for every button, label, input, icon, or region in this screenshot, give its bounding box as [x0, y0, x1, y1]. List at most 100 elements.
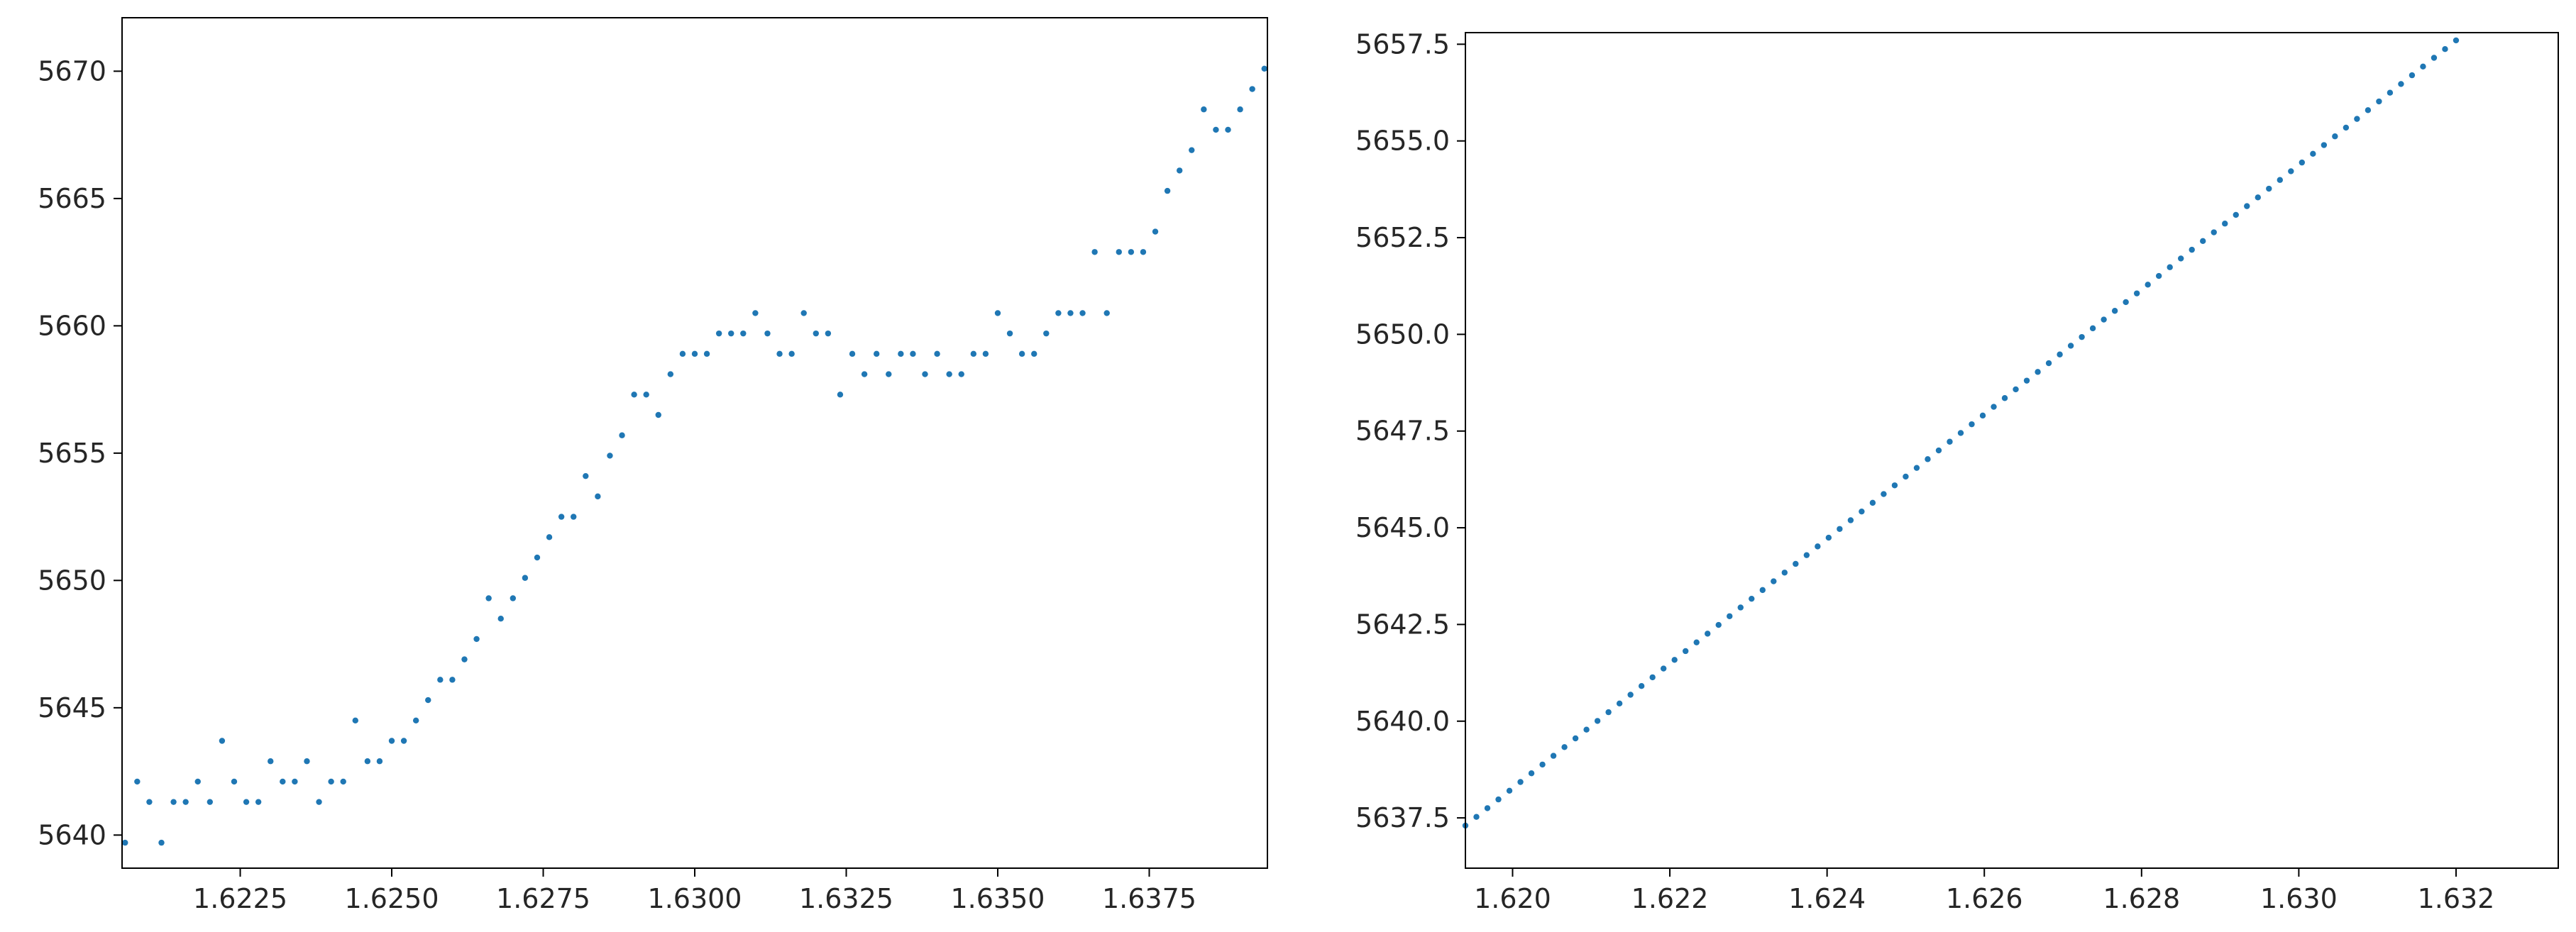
right-data-point — [2431, 55, 2438, 61]
right-data-point — [1881, 491, 1887, 497]
left-data-point — [898, 350, 904, 357]
right-data-point — [1957, 430, 1964, 436]
right-data-point — [1793, 560, 1799, 567]
right-data-point — [2079, 333, 2085, 340]
left-data-point — [207, 799, 214, 805]
left-data-point — [473, 636, 480, 643]
right-data-point — [1771, 578, 1777, 584]
right-x-tick-label: 1.632 — [2418, 883, 2495, 914]
right-data-point — [2111, 308, 2118, 314]
left-x-tick-label: 1.6375 — [1102, 883, 1196, 914]
left-data-point — [595, 493, 601, 500]
right-data-point — [2222, 221, 2228, 227]
right-data-point — [2189, 246, 2195, 253]
right-data-point — [1847, 517, 1854, 523]
left-data-point — [1261, 65, 1267, 72]
right-data-point — [1979, 412, 1986, 419]
left-data-point — [340, 778, 346, 785]
right-data-point — [1913, 465, 1920, 471]
left-data-point — [510, 595, 517, 601]
left-axes-frame — [121, 17, 1268, 869]
right-data-point — [1539, 761, 1546, 768]
right-y-tick-label: 5647.5 — [1355, 416, 1450, 447]
left-data-point — [922, 371, 928, 377]
right-data-point — [2255, 194, 2261, 201]
right-data-point — [2310, 150, 2316, 157]
right-data-point — [1660, 665, 1667, 672]
left-y-tick-label: 5660 — [38, 310, 106, 341]
left-data-point — [412, 717, 419, 723]
left-data-point — [1164, 187, 1171, 194]
right-data-point — [1561, 744, 1568, 750]
left-data-point — [1006, 330, 1013, 337]
right-data-point — [1815, 543, 1821, 550]
left-data-point — [146, 799, 153, 805]
right-data-point — [2354, 116, 2360, 122]
left-x-tick-label: 1.6250 — [345, 883, 439, 914]
left-data-point — [194, 778, 201, 785]
left-data-point — [497, 615, 504, 622]
left-y-tick-label: 5640 — [38, 819, 106, 850]
left-y-tick-label: 5655 — [38, 438, 106, 469]
left-x-tick-label: 1.6275 — [496, 883, 590, 914]
right-data-point — [1991, 404, 1997, 410]
left-data-point — [667, 371, 674, 377]
right-data-point — [1715, 621, 1722, 628]
right-data-point — [2376, 98, 2382, 105]
right-data-point — [1825, 534, 1832, 541]
right-y-tick-label: 5650.0 — [1355, 318, 1450, 350]
left-y-tick-label: 5670 — [38, 55, 106, 87]
right-data-point — [2045, 360, 2052, 367]
left-data-point — [970, 350, 977, 357]
right-y-tick-label: 5640.0 — [1355, 706, 1450, 737]
right-data-point — [2155, 272, 2162, 279]
right-data-point — [1506, 787, 1513, 794]
left-data-point — [1055, 310, 1062, 316]
left-data-point — [1225, 126, 1231, 133]
right-x-tick-label: 1.624 — [1788, 883, 1866, 914]
left-data-point — [788, 350, 795, 357]
left-data-point — [1152, 228, 1159, 235]
left-data-point — [1067, 310, 1074, 316]
right-data-point — [2200, 238, 2206, 245]
right-data-point — [2288, 168, 2294, 174]
right-data-point — [1737, 604, 1744, 611]
right-data-point — [2001, 395, 2008, 401]
left-data-point — [255, 799, 262, 805]
right-scatter-plot: 1.620 1.622 1.624 1.626 1.628 1.630 1.632 5637.… — [1355, 28, 2559, 914]
right-y-tick-label: 5642.5 — [1355, 609, 1450, 640]
right-data-point — [2266, 185, 2272, 192]
right-data-point — [1935, 447, 1942, 454]
left-data-point — [583, 472, 589, 479]
right-data-point — [1869, 499, 1876, 506]
left-data-point — [607, 453, 613, 459]
left-x-tick-label: 1.6225 — [193, 883, 287, 914]
left-data-point — [1091, 249, 1098, 255]
right-data-point — [1495, 796, 1502, 803]
left-x-tick-label: 1.6350 — [950, 883, 1045, 914]
left-data-point — [813, 330, 819, 337]
right-data-point — [2420, 63, 2426, 70]
right-data-point — [2365, 107, 2372, 113]
right-data-point — [2343, 124, 2350, 131]
left-data-point — [534, 554, 541, 561]
left-data-point — [328, 778, 334, 785]
right-data-point — [2067, 343, 2074, 349]
right-data-point — [2035, 369, 2041, 375]
left-data-point — [449, 677, 456, 683]
right-data-point — [2167, 264, 2173, 270]
left-data-point — [679, 350, 686, 357]
left-data-point — [825, 330, 832, 337]
left-data-point — [158, 839, 165, 846]
left-data-point — [1213, 126, 1219, 133]
right-data-point — [1705, 631, 1711, 637]
right-data-point — [2101, 316, 2107, 323]
right-data-point — [2409, 72, 2416, 79]
left-data-point — [268, 758, 274, 765]
left-data-point — [752, 310, 759, 316]
right-axes-frame — [1465, 32, 2559, 869]
right-data-point — [2123, 299, 2129, 306]
right-data-point — [2211, 229, 2217, 235]
left-data-point — [219, 738, 226, 744]
left-data-point — [461, 656, 468, 662]
